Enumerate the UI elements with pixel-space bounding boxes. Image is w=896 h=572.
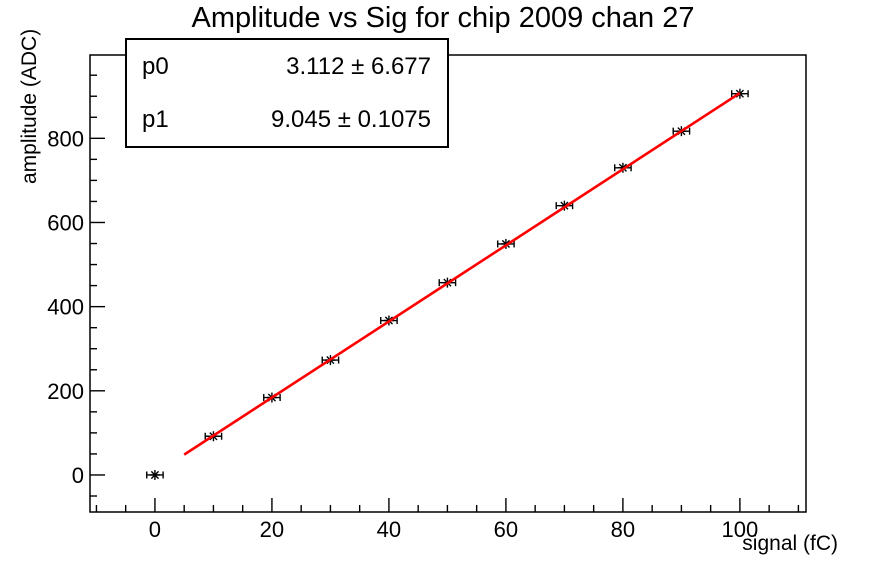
data-point-marker [146,469,164,480]
stats-row: p0 3.112 ± 6.677 [127,53,447,81]
y-tick-label: 0 [72,463,84,488]
x-tick-label: 40 [377,517,401,542]
stats-box: p0 3.112 ± 6.677 p1 9.045 ± 0.1075 [125,38,449,148]
x-tick-label: 0 [149,517,161,542]
y-tick-label: 400 [47,295,84,320]
fit-param-value: 9.045 ± 0.1075 [271,105,431,133]
x-tick-label: 60 [494,517,518,542]
y-axis-title: amplitude (ADC) [18,28,41,184]
x-tick-label: 20 [260,517,284,542]
fit-line [183,91,741,456]
x-axis-title: signal (fC) [742,532,838,555]
y-tick-label: 200 [47,379,84,404]
x-tick-label: 100 [722,517,759,542]
y-tick-label: 800 [47,126,84,151]
fit-param-name: p0 [142,52,169,80]
fit-param-name: p1 [142,105,169,133]
fit-param-value: 3.112 ± 6.677 [286,52,431,80]
stats-row: p1 9.045 ± 0.1075 [127,106,447,134]
y-tick-label: 600 [47,210,84,235]
x-tick-label: 80 [611,517,635,542]
plot-title: Amplitude vs Sig for chip 2009 chan 27 [191,2,695,34]
